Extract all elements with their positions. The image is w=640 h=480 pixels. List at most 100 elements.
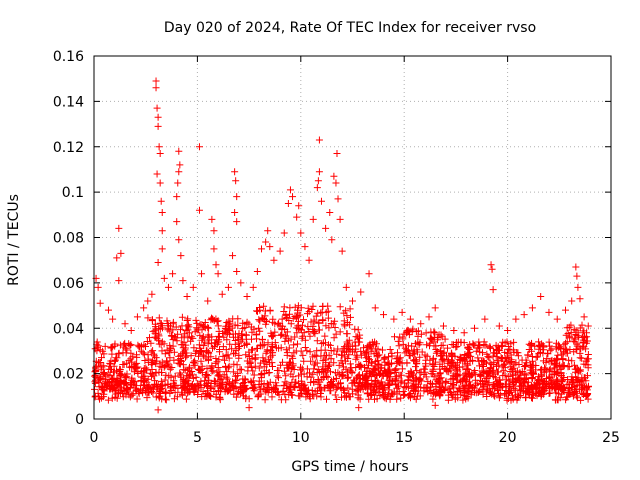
data-point xyxy=(471,324,479,332)
data-point xyxy=(313,184,321,192)
data-point xyxy=(537,292,545,300)
data-point xyxy=(487,261,495,269)
data-point xyxy=(425,313,433,321)
data-point xyxy=(152,77,160,85)
data-point xyxy=(488,265,496,273)
data-point xyxy=(183,292,191,300)
data-point xyxy=(297,229,305,237)
data-point xyxy=(568,297,576,305)
y-tick-label: 0.16 xyxy=(53,49,84,65)
data-point xyxy=(545,308,553,316)
data-point xyxy=(520,311,528,319)
data-point xyxy=(210,245,218,253)
data-point xyxy=(144,297,152,305)
data-point xyxy=(314,177,322,185)
data-point xyxy=(406,315,414,323)
data-point xyxy=(175,236,183,244)
data-point xyxy=(175,147,183,155)
data-point xyxy=(489,286,497,294)
data-point xyxy=(179,277,187,285)
data-point xyxy=(584,322,592,330)
data-point xyxy=(198,270,206,278)
data-point xyxy=(574,283,582,291)
data-point xyxy=(121,320,129,328)
data-point xyxy=(140,304,148,312)
data-point xyxy=(243,292,251,300)
data-point xyxy=(481,315,489,323)
data-point xyxy=(104,306,112,314)
data-point xyxy=(284,199,292,207)
data-point xyxy=(155,143,163,151)
data-point-cluster xyxy=(91,302,592,404)
data-point xyxy=(212,261,220,269)
data-point xyxy=(115,277,123,285)
x-tick-label: 20 xyxy=(499,430,517,446)
data-point xyxy=(233,193,241,201)
data-point xyxy=(113,254,121,262)
data-point xyxy=(174,179,182,187)
data-point xyxy=(152,84,160,92)
data-point xyxy=(176,161,184,169)
data-point xyxy=(336,215,344,223)
data-point xyxy=(233,268,241,276)
data-point xyxy=(309,215,317,223)
data-point xyxy=(156,179,164,187)
x-axis-label: GPS time / hours xyxy=(291,459,408,475)
y-tick-label: 0 xyxy=(75,412,84,428)
x-tick-label: 10 xyxy=(292,430,310,446)
data-point xyxy=(160,274,168,282)
data-point xyxy=(115,224,123,232)
data-point xyxy=(148,290,156,298)
grid-lines xyxy=(94,56,611,419)
data-point xyxy=(157,197,165,205)
data-point xyxy=(154,258,162,266)
data-point xyxy=(154,122,162,130)
y-tick-label: 0.08 xyxy=(53,231,84,247)
data-point xyxy=(173,193,181,201)
data-point xyxy=(154,406,162,414)
data-point xyxy=(229,252,237,260)
data-point xyxy=(289,193,297,201)
y-tick-label: 0.1 xyxy=(62,185,84,201)
data-point xyxy=(504,327,512,335)
data-point xyxy=(417,320,425,328)
y-tick-label: 0.12 xyxy=(53,140,84,156)
data-point xyxy=(233,218,241,226)
data-point xyxy=(214,270,222,278)
data-point xyxy=(332,179,340,187)
data-point xyxy=(576,295,584,303)
data-point xyxy=(173,218,181,226)
data-point xyxy=(365,270,373,278)
data-point xyxy=(293,213,301,221)
y-axis-label: ROTI / TECUs xyxy=(6,194,22,286)
x-tick-label: 5 xyxy=(193,430,202,446)
data-point xyxy=(276,247,284,255)
data-point xyxy=(317,197,325,205)
data-point xyxy=(117,249,125,257)
data-point xyxy=(333,150,341,158)
chart-title: Day 020 of 2024, Rate Of TEC Index for r… xyxy=(164,20,536,36)
x-tick-label: 15 xyxy=(395,430,413,446)
data-point xyxy=(270,256,278,264)
data-point xyxy=(249,283,257,291)
y-tick-label: 0.02 xyxy=(53,367,84,383)
data-point xyxy=(301,243,309,251)
data-point xyxy=(355,404,363,412)
data-point xyxy=(189,283,197,291)
data-point xyxy=(357,288,365,296)
data-point xyxy=(224,283,232,291)
x-tick-label: 25 xyxy=(602,430,620,446)
data-point xyxy=(460,329,468,337)
data-point xyxy=(231,209,239,217)
data-point xyxy=(158,245,166,253)
data-point xyxy=(495,322,503,330)
data-point xyxy=(253,268,261,276)
data-point xyxy=(371,304,379,312)
data-point xyxy=(286,186,294,194)
data-point xyxy=(204,297,212,305)
data-point xyxy=(175,168,183,176)
data-point xyxy=(127,327,135,335)
data-point xyxy=(553,315,561,323)
data-point xyxy=(154,113,162,121)
data-point xyxy=(177,252,185,260)
